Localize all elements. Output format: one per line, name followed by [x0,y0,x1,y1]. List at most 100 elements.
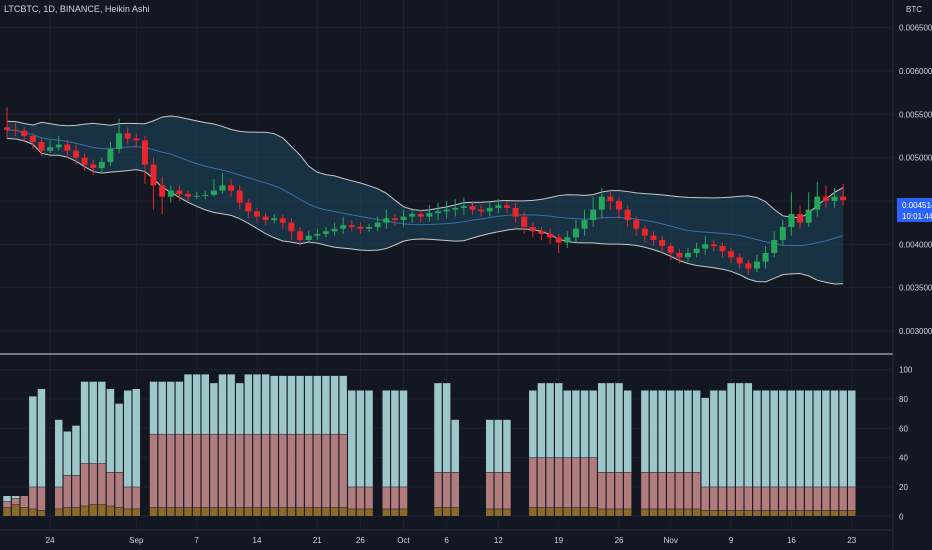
candle-body [150,164,157,186]
currency-unit-label: BTC [906,5,922,14]
osc-bar-mid [269,433,279,517]
osc-bar-low [606,508,615,517]
candle-body [797,213,804,223]
osc-bar-low [269,507,279,517]
osc-bar-low [321,507,331,517]
candle-body [107,148,114,162]
last-price-label: 0.004514 [902,201,932,210]
candle-body [771,239,778,253]
osc-bar-low [752,510,762,517]
candle-body [547,233,554,238]
candle-body [12,129,19,131]
candle-body [279,218,286,223]
osc-bar-low [433,507,443,517]
candle-body [219,185,226,191]
candle-body [452,207,459,210]
osc-bar-low [106,505,115,517]
candle-body [831,196,838,201]
osc-bar-low [278,507,288,517]
osc-bar-low [28,508,38,517]
osc-bar-low [709,510,719,517]
candle-body [426,213,433,217]
candle-body [633,220,640,229]
candle-body [55,144,62,148]
osc-bar-low [761,510,770,517]
osc-bar-low [2,507,12,517]
osc-bar-mid [175,433,184,517]
candle-body [840,196,847,201]
candle-body [822,196,829,201]
osc-bar-low [821,510,831,517]
osc-bar-low [114,507,124,517]
candle-body [460,206,467,208]
osc-bar-low [847,510,857,517]
candle-body [409,213,416,217]
osc-bar-low [657,508,667,517]
candle-body [98,161,105,169]
candle-body [616,200,623,210]
candle-body [81,157,88,165]
osc-tick-label: 100 [899,366,913,375]
candle-body [495,205,502,208]
symbol-title[interactable]: LTCBTC, 1D, BINANCE, Heikin Ashi [4,4,150,14]
candle-body [167,190,174,197]
osc-bar-mid [149,433,158,517]
osc-bar-low [442,507,451,517]
candle-body [753,261,760,269]
osc-bar-low [554,507,563,517]
candle-body [357,226,364,229]
candle-body [814,196,821,210]
candle-body [202,194,209,196]
osc-bar-low [364,508,374,517]
candle-body [676,252,683,258]
candle-body [684,252,691,258]
candle-body [141,140,148,165]
osc-tick-label: 60 [899,424,908,433]
osc-bar-low [675,508,684,517]
candle-body [693,248,700,253]
osc-bar-low [209,507,219,517]
osc-bar-low [183,507,193,517]
osc-bar-low [19,507,29,517]
osc-bar-low [545,507,555,517]
osc-bar-mid [321,433,331,517]
osc-bar-low [287,507,296,517]
candle-body [253,211,260,217]
candle-body [383,218,390,223]
osc-bar-mid [304,433,313,517]
time-tick-label: 7 [194,536,199,545]
candle-body [340,225,347,229]
price-tick-label: 0.003500 [899,284,932,293]
osc-bar-low [330,507,339,517]
time-tick-label: 6 [444,536,449,545]
candle-body [529,226,536,232]
osc-bar-low [218,507,227,517]
osc-bar-low [356,508,365,517]
osc-bar-mid [183,433,193,517]
osc-bar-low [347,508,357,517]
osc-bar-low [261,507,270,517]
price-badge[interactable]: 0.004514 10:01:44 [897,198,932,222]
candle-body [443,209,450,212]
candle-body [719,246,726,252]
time-tick-label: Sep [129,536,144,545]
candle-body [288,222,295,232]
osc-bar-low [450,507,460,517]
candle-body [417,213,424,217]
osc-bar-low [597,508,607,517]
osc-bar-low [795,510,805,517]
candle-body [762,252,769,262]
osc-bar-mid [201,433,210,517]
candle-body [667,246,674,253]
candle-body [590,209,597,221]
osc-bar-low [838,510,848,517]
candle-body [650,235,657,240]
osc-bar-low [201,507,210,517]
price-tick-label: 0.004000 [899,240,932,249]
osc-bar-low [614,508,624,517]
osc-bar-low [692,508,701,517]
osc-bar-low [192,507,201,517]
candle-body [391,218,398,221]
osc-bar-mid [295,433,305,517]
